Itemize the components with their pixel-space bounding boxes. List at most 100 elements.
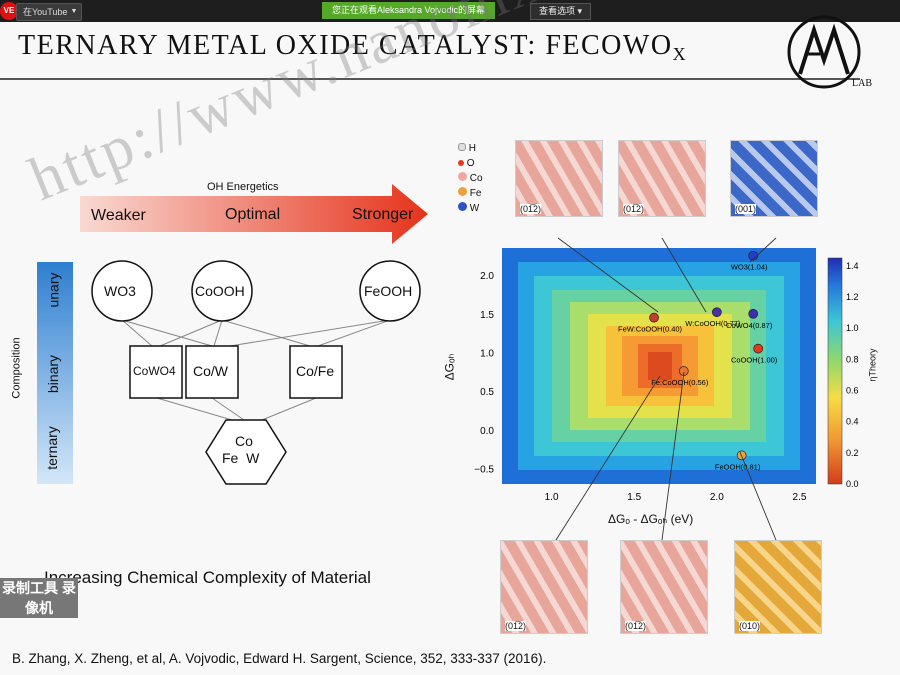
zoom-top-bar: VE 在YouTube ▼ 您正在观看Aleksandra Vojvodic的屏…	[0, 0, 900, 22]
node-ternary	[205, 419, 287, 485]
node-cowo4	[129, 345, 183, 399]
structure-panel-bottom-3: (010)	[734, 540, 822, 634]
ternary-label: ternary	[43, 426, 60, 470]
y-tick-label-5: 2.0	[480, 271, 494, 282]
data-point-0	[748, 250, 759, 261]
x-tick-label-0: 1.0	[545, 492, 559, 503]
node-cofe-label: Co/Fe	[296, 363, 335, 379]
node-cooh	[191, 260, 253, 322]
leader-lines	[555, 237, 777, 541]
data-point-label-4: CoOOH(1.00)	[731, 356, 778, 365]
colorbar-tick-6: 1.2	[846, 292, 859, 302]
data-point-label-0: WO3(1.04)	[731, 263, 768, 272]
heatmap-points: WO3(1.04) W:CoOOH(0.77)FeW:CoOOH(0.40) CoW…	[618, 250, 778, 471]
structure-panel-top-2: (01̅2)	[618, 140, 706, 217]
energetics-optimal: Optimal	[225, 206, 281, 223]
structure-label-top-2: (01̅2)	[623, 204, 645, 214]
energetics-stronger: Stronger	[352, 206, 414, 223]
av-lab-logo	[787, 15, 861, 89]
chevron-down-icon: ▼	[70, 8, 78, 15]
node-cowo4-label: CoWO4	[133, 364, 176, 378]
legend-w-label: W	[469, 203, 480, 214]
y-tick-label-4: 1.5	[480, 310, 494, 321]
x-tick-label-3: 2.5	[793, 492, 807, 503]
slide-title: TERNARY METAL OXIDE CATALYST: FECOWOX	[18, 30, 688, 64]
node-ternary-co: Co	[235, 433, 253, 449]
node-cooh-label: CoOOH	[195, 283, 245, 299]
data-point-2	[649, 312, 659, 323]
node-cofe	[289, 345, 343, 399]
colorbar-tick-7: 1.4	[846, 261, 859, 271]
data-point-label-3: CoWO4(0.87)	[726, 321, 773, 330]
energetics-arrow	[80, 184, 428, 244]
connector-lines	[121, 319, 391, 421]
structure-label-bottom-3: (010)	[739, 621, 761, 631]
complexity-caption: Increasing Chemical Complexity of Materi…	[44, 568, 371, 587]
data-point-label-6: FeOOH(0.81)	[715, 462, 761, 471]
heatmap-xlabel: ΔGₒ - ΔGₒₕ (eV)	[608, 512, 694, 526]
heatmap-axes: 1.0 1.5 2.0 2.5 −0.5 0.0 0.5 1.0 1.5 2.0	[474, 271, 807, 503]
structure-panel-bottom-1: (01̅2)	[500, 540, 588, 634]
node-cow	[185, 345, 239, 399]
structure-panel-top-1: (01̅2)	[515, 140, 603, 217]
structure-label-bottom-1: (01̅2)	[505, 621, 527, 631]
legend-item-fe: Fe	[458, 186, 483, 201]
node-cow-label: Co/W	[193, 363, 228, 379]
x-tick-label-2: 2.0	[710, 492, 724, 503]
legend-co-label: Co	[469, 173, 483, 184]
view-options-button[interactable]: 查看选项 ▾	[530, 3, 592, 20]
y-tick-label-0: −0.5	[474, 465, 494, 476]
logo-lab-text: LAB	[852, 78, 872, 89]
heatmap-chart: WO3(1.04) W:CoOOH(0.77)FeW:CoOOH(0.40) CoW…	[474, 248, 816, 503]
binary-label: binary	[45, 354, 62, 394]
legend-fe-label: Fe	[469, 188, 482, 199]
recorder-watermark: 录制工具 录像机	[0, 578, 78, 618]
colorbar-tick-5: 1.0	[846, 323, 859, 333]
title-divider	[0, 78, 860, 80]
node-wo3-label: WO3	[104, 283, 136, 299]
structure-panel-top-3: (001)	[730, 140, 818, 217]
citation: B. Zhang, X. Zheng, et al, A. Vojvodic, …	[12, 651, 547, 666]
youtube-stream-label: 在YouTube	[23, 7, 68, 17]
data-point-label-2: FeW:CoOOH(0.40)	[618, 325, 683, 334]
y-tick-label-2: 0.5	[480, 387, 494, 398]
node-ternary-few: Fe W	[222, 450, 260, 466]
legend-item-co: Co	[458, 171, 483, 186]
node-feooh-label: FeOOH	[364, 283, 413, 299]
data-point-4	[753, 343, 764, 354]
colorbar-tick-0: 0.0	[846, 479, 859, 489]
energetics-weaker: Weaker	[91, 207, 146, 224]
composition-bar	[37, 262, 73, 484]
node-wo3	[91, 260, 153, 322]
structure-label-top-3: (001)	[735, 204, 757, 214]
slide-title-subscript: X	[672, 44, 688, 64]
structure-label-bottom-2: (01̅2)	[625, 621, 647, 631]
legend-h-label: H	[468, 143, 477, 154]
unary-label: unary	[45, 272, 62, 308]
structure-label-top-1: (01̅2)	[520, 204, 542, 214]
legend-item-o: O	[458, 156, 483, 171]
view-options-label: 查看选项	[539, 6, 576, 16]
y-tick-label-1: 0.0	[480, 426, 494, 437]
screen-share-banner: 您正在观看Aleksandra Vojvodic的屏幕	[322, 2, 496, 19]
colorbar-tick-1: 0.2	[846, 448, 859, 458]
heatmap-ylabel: ΔGₒₕ	[442, 353, 457, 381]
slide-title-main: TERNARY METAL OXIDE CATALYST: FECOWO	[18, 30, 673, 61]
y-tick-label-3: 1.0	[480, 348, 494, 359]
node-feooh	[359, 260, 421, 322]
colorbar-tick-2: 0.4	[846, 417, 859, 427]
legend-o-label: O	[466, 158, 475, 169]
x-tick-label-1: 1.5	[627, 492, 641, 503]
colorbar-tick-4: 0.8	[846, 354, 859, 364]
data-point-label-5: Fe:CoOOH(0.56)	[651, 378, 709, 387]
composition-label: Composition	[10, 337, 23, 399]
data-point-label-1: W:CoOOH(0.77)	[685, 319, 741, 328]
structure-panel-bottom-2: (01̅2)	[620, 540, 708, 634]
live-badge: VE	[0, 2, 18, 20]
legend-item-h: H	[458, 141, 483, 156]
data-point-3	[748, 308, 759, 319]
colorbar: 0.0 0.2 0.4 0.6 0.8 1.0 1.2 1.4	[827, 257, 859, 489]
youtube-stream-button[interactable]: 在YouTube ▼	[16, 3, 83, 21]
atom-legend: H O Co Fe W	[458, 141, 483, 216]
